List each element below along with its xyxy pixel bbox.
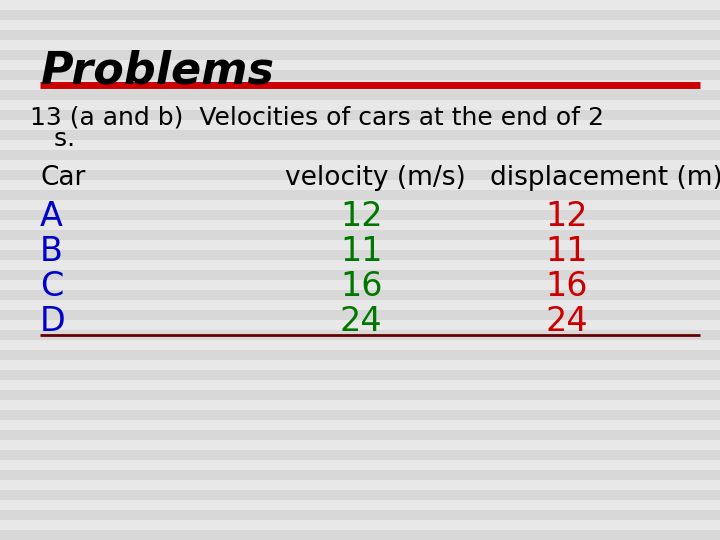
Bar [0,190,720,200]
Text: 11: 11 [545,235,588,268]
Bar [0,50,720,60]
Bar [0,490,720,500]
Bar [0,330,720,340]
Text: 16: 16 [340,270,382,303]
Bar [0,170,720,180]
Bar [0,470,720,480]
Bar [0,150,720,160]
Text: s.: s. [30,127,75,151]
Bar [0,70,720,80]
Text: C: C [40,270,63,303]
Text: 24: 24 [545,305,588,338]
Bar [0,510,720,520]
Text: A: A [40,200,63,233]
Bar [0,90,720,100]
Bar [0,430,720,440]
Bar [0,110,720,120]
Text: Car: Car [40,165,86,191]
Bar [0,530,720,540]
Bar [0,30,720,40]
Bar [0,450,720,460]
Bar [0,370,720,380]
Bar [0,230,720,240]
Text: 24: 24 [340,305,382,338]
Text: 11: 11 [340,235,382,268]
Bar [0,130,720,140]
Text: 13 (a and b)  Velocities of cars at the end of 2: 13 (a and b) Velocities of cars at the e… [30,105,604,129]
Text: D: D [40,305,66,338]
Bar [0,410,720,420]
Text: 12: 12 [545,200,588,233]
Bar [0,390,720,400]
Text: 16: 16 [545,270,588,303]
Bar [0,290,720,300]
Bar [0,270,720,280]
Text: velocity (m/s): velocity (m/s) [285,165,466,191]
Text: Problems: Problems [40,50,274,93]
Text: 12: 12 [340,200,382,233]
Bar [0,10,720,20]
Text: displacement (m): displacement (m) [490,165,720,191]
Bar [0,310,720,320]
Bar [0,350,720,360]
Bar [0,210,720,220]
Text: B: B [40,235,63,268]
Bar [0,250,720,260]
